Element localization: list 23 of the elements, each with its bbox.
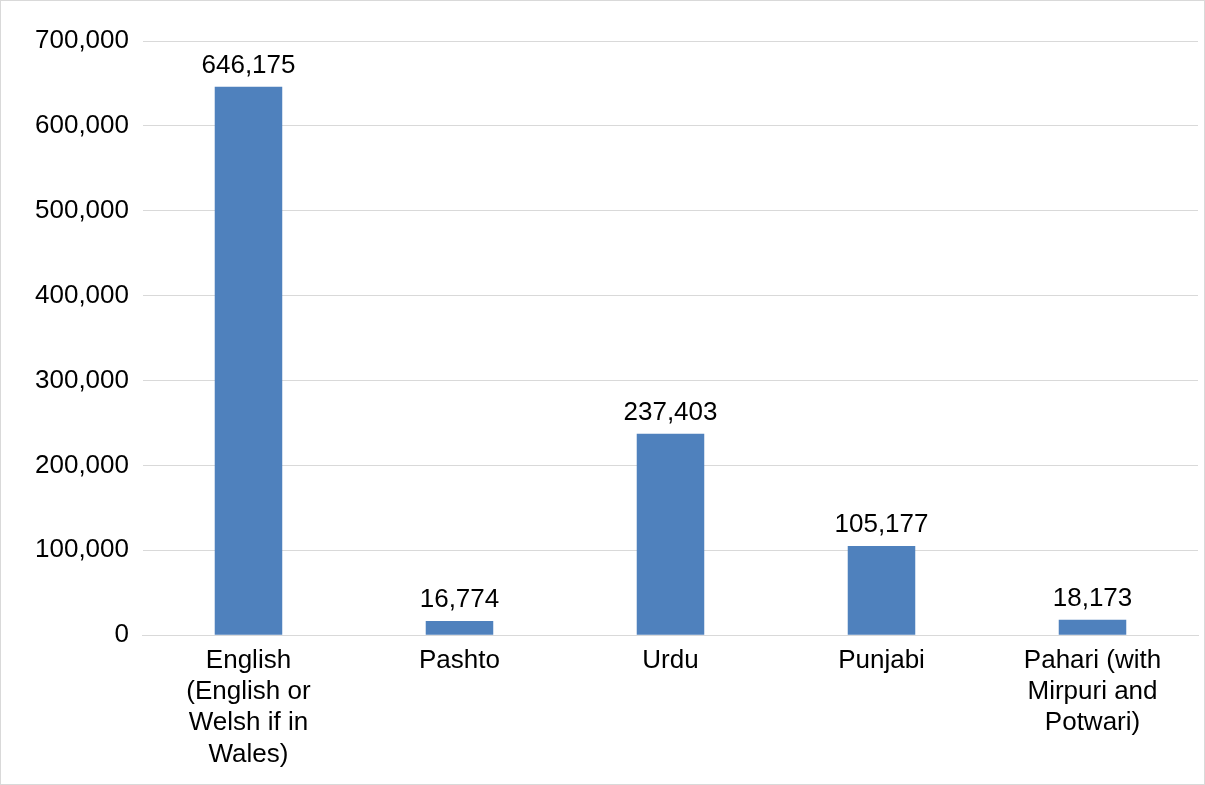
y-tick-label: 100,000 bbox=[35, 533, 129, 564]
bar bbox=[1058, 619, 1127, 635]
x-tick-label: Punjabi bbox=[838, 643, 925, 674]
x-tick-label: Urdu bbox=[642, 643, 699, 674]
data-label: 646,175 bbox=[201, 48, 296, 79]
y-tick-label: 500,000 bbox=[35, 193, 129, 224]
data-label: 237,403 bbox=[623, 395, 718, 426]
y-tick-label: 600,000 bbox=[35, 109, 129, 140]
y-tick-label: 400,000 bbox=[35, 278, 129, 309]
y-tick-label: 300,000 bbox=[35, 363, 129, 394]
x-tick-label: Pahari (with Mirpuri and Potwari) bbox=[1023, 643, 1162, 737]
bar bbox=[214, 86, 283, 635]
data-label: 105,177 bbox=[834, 508, 929, 539]
bar bbox=[425, 620, 494, 635]
x-tick-label: English (English or Welsh if in Wales) bbox=[186, 643, 311, 768]
bar bbox=[847, 545, 916, 635]
y-tick-label: 700,000 bbox=[35, 24, 129, 55]
bar bbox=[636, 433, 705, 635]
y-tick-label: 0 bbox=[114, 618, 129, 649]
data-label: 18,173 bbox=[1052, 581, 1133, 612]
y-tick-label: 200,000 bbox=[35, 448, 129, 479]
x-tick-label: Pashto bbox=[419, 643, 500, 674]
data-label: 16,774 bbox=[419, 583, 500, 614]
